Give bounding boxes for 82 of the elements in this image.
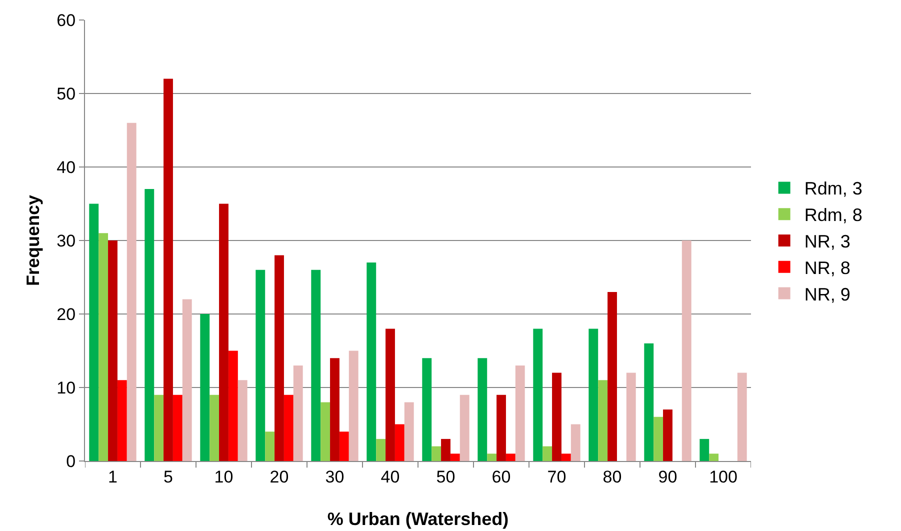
bar [256, 270, 266, 461]
y-tick-label: 60 [56, 10, 76, 30]
x-tick-label: 70 [547, 467, 566, 486]
x-tick-label: 80 [602, 467, 622, 486]
bar [330, 358, 340, 461]
bar [506, 454, 516, 461]
bar [210, 394, 220, 461]
bar [366, 262, 376, 461]
bar [108, 240, 118, 461]
y-tick-label: 20 [56, 304, 76, 324]
bar [533, 328, 543, 461]
bar [274, 255, 284, 461]
bar [654, 416, 664, 461]
bar [598, 380, 608, 461]
x-tick-label: 50 [436, 467, 456, 486]
bar [737, 372, 747, 461]
bar [228, 350, 238, 461]
bar [644, 343, 654, 461]
bar [284, 394, 294, 461]
legend-label: NR, 9 [804, 284, 850, 304]
bar [663, 410, 672, 461]
x-tick-label: 100 [709, 467, 738, 486]
bar [460, 394, 470, 461]
bar [441, 438, 450, 461]
legend-label: Rdm, 3 [804, 178, 862, 199]
x-tick-label: 5 [164, 467, 173, 486]
x-tick-label: 1 [108, 467, 118, 486]
bar [709, 454, 719, 461]
legend-label: NR, 3 [804, 232, 850, 252]
bar [561, 454, 571, 461]
x-tick-label: 10 [214, 467, 234, 486]
bar [293, 365, 303, 461]
bar [348, 350, 358, 461]
bar [478, 358, 488, 461]
y-tick-label: 10 [56, 378, 76, 398]
bar [164, 78, 173, 461]
bar [394, 424, 404, 461]
y-tick-label: 40 [56, 158, 76, 177]
bar [487, 454, 497, 461]
bar [117, 380, 127, 461]
bar [515, 365, 525, 461]
bar [450, 454, 460, 461]
bar [570, 424, 580, 461]
bar [422, 358, 432, 461]
y-tick-label: 50 [56, 84, 76, 104]
bar [89, 204, 99, 461]
x-tick-label: 90 [658, 467, 678, 486]
bar [339, 432, 349, 461]
bar [172, 394, 182, 461]
bar [144, 189, 154, 461]
bar [182, 299, 192, 461]
y-tick-label: 30 [56, 231, 76, 250]
legend-label: NR, 8 [804, 258, 850, 278]
legend-label: Rdm, 8 [804, 205, 862, 226]
x-axis-title: % Urban (Watershed) [327, 509, 509, 529]
bar [320, 402, 330, 461]
bar [432, 446, 442, 461]
bar [200, 314, 210, 461]
bar [496, 394, 506, 461]
bar [126, 122, 136, 461]
bar [376, 438, 386, 461]
x-tick-label: 30 [325, 467, 344, 486]
bar [98, 233, 108, 461]
y-tick-label: 0 [66, 452, 76, 471]
y-axis-title: Frequency [23, 194, 43, 286]
bar [265, 432, 275, 461]
x-tick-label: 20 [270, 467, 289, 486]
bar [404, 402, 414, 461]
bar [608, 292, 617, 461]
bar [311, 270, 321, 461]
bar [238, 380, 248, 461]
bar [700, 438, 710, 461]
bar [386, 328, 395, 461]
x-tick-label: 60 [492, 467, 511, 486]
bar [219, 204, 228, 461]
bar [552, 372, 562, 461]
bar [682, 240, 692, 461]
bar [626, 372, 636, 461]
bar [154, 394, 164, 461]
bar [588, 328, 598, 461]
bar [542, 446, 552, 461]
x-tick-label: 40 [380, 467, 400, 486]
